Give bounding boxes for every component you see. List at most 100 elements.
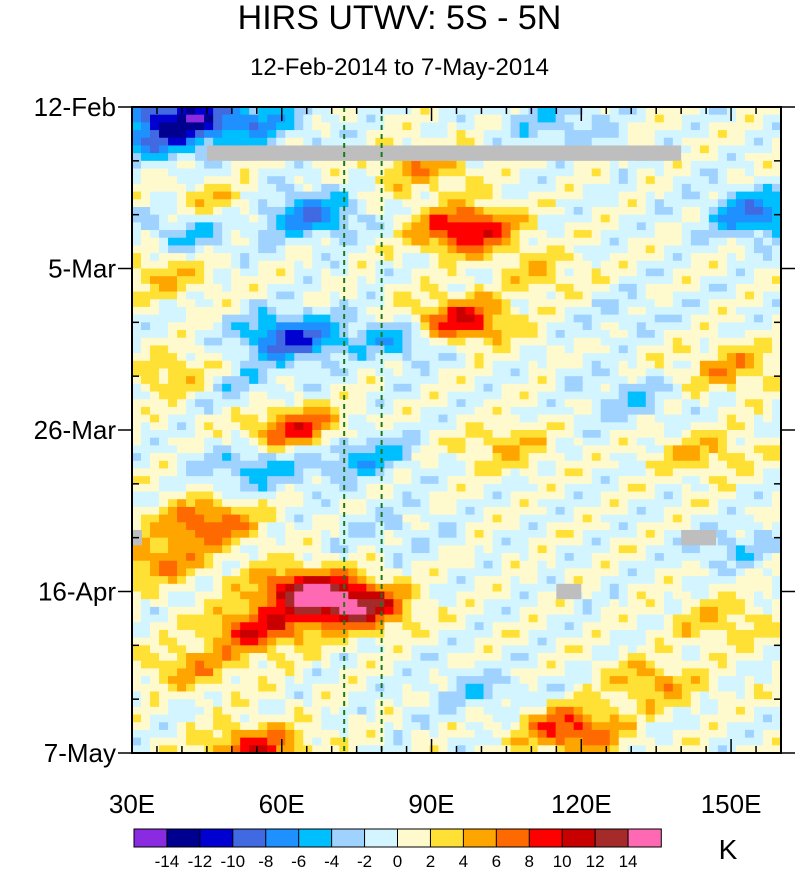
heatmap-cell: [690, 614, 701, 623]
heatmap-cell: [483, 237, 494, 247]
heatmap-cell: [321, 230, 331, 239]
heatmap-cell: [672, 299, 683, 308]
heatmap-cell: [276, 314, 286, 323]
heatmap-cell: [438, 314, 449, 323]
heatmap-cell: [681, 222, 692, 231]
heatmap-cell: [492, 460, 503, 470]
heatmap-cell: [528, 376, 539, 385]
heatmap-cell: [627, 406, 638, 416]
heatmap-cell: [609, 622, 620, 631]
heatmap-cell: [708, 283, 719, 293]
heatmap-cell: [717, 437, 728, 446]
heatmap-cell: [168, 191, 178, 200]
heatmap-cell: [483, 176, 494, 185]
heatmap-cell: [204, 160, 214, 170]
heatmap-cell: [384, 491, 394, 500]
heatmap-cell: [645, 330, 656, 339]
heatmap-cell: [681, 306, 692, 316]
heatmap-cell: [456, 583, 467, 593]
heatmap-cell: [744, 606, 755, 616]
heatmap-cell: [186, 268, 196, 277]
heatmap-cell: [645, 276, 656, 285]
heatmap-cell: [609, 453, 620, 462]
heatmap-cell: [258, 260, 268, 270]
heatmap-cell: [312, 222, 322, 231]
heatmap-cell: [492, 383, 503, 393]
heatmap-cell: [231, 468, 241, 477]
heatmap-cell: [663, 506, 674, 516]
heatmap-cell: [312, 168, 322, 177]
heatmap-cell: [312, 314, 322, 323]
heatmap-cell: [474, 537, 485, 546]
heatmap-cell: [141, 245, 151, 254]
heatmap-cell: [240, 114, 250, 123]
heatmap-cell: [546, 283, 557, 293]
heatmap-cell: [510, 199, 521, 208]
heatmap-cell: [348, 406, 358, 416]
heatmap-cell: [591, 168, 602, 177]
heatmap-cell: [681, 299, 692, 308]
heatmap-cell: [402, 176, 413, 185]
heatmap-cell: [681, 145, 692, 154]
heatmap-cell: [168, 399, 178, 408]
heatmap-cell: [222, 537, 232, 546]
heatmap-cell: [519, 529, 530, 539]
heatmap-cell: [519, 522, 530, 531]
heatmap-cell: [681, 406, 692, 416]
heatmap-cell: [375, 406, 385, 416]
heatmap-cell: [771, 153, 782, 162]
heatmap-cell: [213, 491, 223, 500]
heatmap-cell: [474, 468, 485, 477]
heatmap-cell: [285, 599, 295, 608]
heatmap-cell: [483, 337, 494, 346]
heatmap-cell: [762, 176, 773, 185]
heatmap-cell: [258, 206, 268, 216]
heatmap-cell: [222, 245, 232, 254]
heatmap-cell: [573, 460, 584, 470]
heatmap-cell: [645, 560, 656, 570]
heatmap-cell: [258, 376, 268, 385]
heatmap-cell: [708, 330, 719, 339]
heatmap-cell: [672, 476, 683, 485]
heatmap-cell: [195, 483, 205, 493]
heatmap-cell: [474, 130, 485, 139]
heatmap-cell: [177, 314, 187, 323]
heatmap-cell: [285, 499, 295, 508]
heatmap-cell: [492, 283, 503, 293]
heatmap-cell: [627, 453, 638, 462]
heatmap-cell: [573, 430, 584, 439]
heatmap-cell: [348, 568, 358, 577]
heatmap-cell: [294, 437, 304, 446]
heatmap-cell: [510, 629, 521, 639]
heatmap-cell: [240, 176, 250, 185]
heatmap-cell: [465, 214, 476, 223]
heatmap-cell: [141, 191, 151, 200]
heatmap-cell: [672, 514, 683, 523]
heatmap-cell: [555, 522, 566, 531]
heatmap-cell: [168, 460, 178, 470]
heatmap-cell: [627, 206, 638, 216]
heatmap-cell: [276, 506, 286, 516]
heatmap-cell: [132, 430, 142, 439]
heatmap-cell: [438, 437, 449, 446]
heatmap-cell: [240, 514, 250, 523]
heatmap-cell: [726, 537, 737, 546]
heatmap-cell: [771, 137, 782, 147]
heatmap-cell: [564, 245, 575, 254]
heatmap-cell: [699, 629, 710, 639]
heatmap-cell: [267, 629, 277, 639]
heatmap-cell: [717, 230, 728, 239]
heatmap-cell: [501, 268, 512, 277]
heatmap-cell: [672, 137, 683, 147]
heatmap-cell: [429, 422, 440, 431]
heatmap-cell: [465, 430, 476, 439]
heatmap-cell: [447, 545, 458, 554]
heatmap-cell: [132, 376, 142, 385]
heatmap-cell: [483, 476, 494, 485]
heatmap-cell: [447, 499, 458, 508]
heatmap-cell: [627, 214, 638, 223]
heatmap-cell: [717, 430, 728, 439]
heatmap-cell: [573, 245, 584, 254]
heatmap-cell: [546, 291, 557, 300]
